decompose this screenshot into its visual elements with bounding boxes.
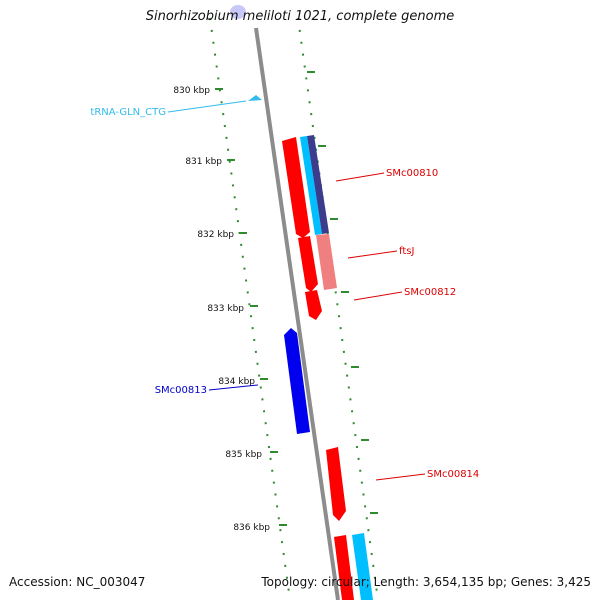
tick-label-836: 836 kbp <box>233 523 270 533</box>
smc00810-label[interactable]: SMc00810 <box>386 168 438 179</box>
accession-text: Accession: NC_003047 <box>9 575 146 589</box>
gene-smc00810-cds-cyan[interactable] <box>300 136 322 235</box>
smc00812-label[interactable]: SMc00812 <box>404 287 456 298</box>
trna-gln-ctg-label[interactable]: tRNA-GLN_CTG <box>90 107 166 118</box>
gene-next-cyan[interactable] <box>352 533 373 600</box>
map-position-marker <box>230 5 246 19</box>
tick-label-834: 834 kbp <box>218 377 255 387</box>
inner-track-guide <box>209 17 291 601</box>
gene-ftsj-cds-pink[interactable] <box>316 234 337 290</box>
major-ticks <box>215 71 378 526</box>
ftsj-label[interactable]: ftsJ <box>399 246 414 257</box>
tick-label-830: 830 kbp <box>173 86 210 96</box>
gene-ftsj-arrow[interactable] <box>298 236 318 292</box>
trna-label-connector <box>167 100 247 113</box>
smc00813-label[interactable]: SMc00813 <box>155 385 207 396</box>
ftsj-label-connector <box>347 250 398 259</box>
tick-label-832: 832 kbp <box>197 230 234 240</box>
genome-backbone <box>254 27 340 601</box>
smc00812-label-connector <box>353 291 403 301</box>
gene-next-red[interactable] <box>334 535 354 600</box>
gene-smc00812-arrow[interactable] <box>305 290 322 320</box>
smc00813-label-connector <box>208 384 259 391</box>
trna-gln-ctg-feature[interactable] <box>248 95 262 101</box>
outer-track-guide <box>297 17 379 601</box>
smc00810-label-connector <box>335 172 385 182</box>
genome-title: Sinorhizobium meliloti 1021, complete ge… <box>145 9 455 24</box>
gene-smc00813-arrow[interactable] <box>284 328 310 434</box>
gene-smc00810-cds-purple[interactable] <box>307 135 329 234</box>
gene-smc00814-arrow[interactable] <box>326 447 346 521</box>
smc00814-label[interactable]: SMc00814 <box>427 469 479 480</box>
tick-label-833: 833 kbp <box>207 304 244 314</box>
smc00814-label-connector <box>375 473 426 481</box>
tick-label-835: 835 kbp <box>225 450 262 460</box>
tick-labels: 830 kbp 831 kbp 832 kbp 833 kbp 834 kbp … <box>173 86 270 533</box>
genome-summary-text: Topology: circular; Length: 3,654,135 bp… <box>261 575 591 589</box>
tick-label-831: 831 kbp <box>185 157 222 167</box>
gene-smc00810-arrow[interactable] <box>282 137 310 238</box>
